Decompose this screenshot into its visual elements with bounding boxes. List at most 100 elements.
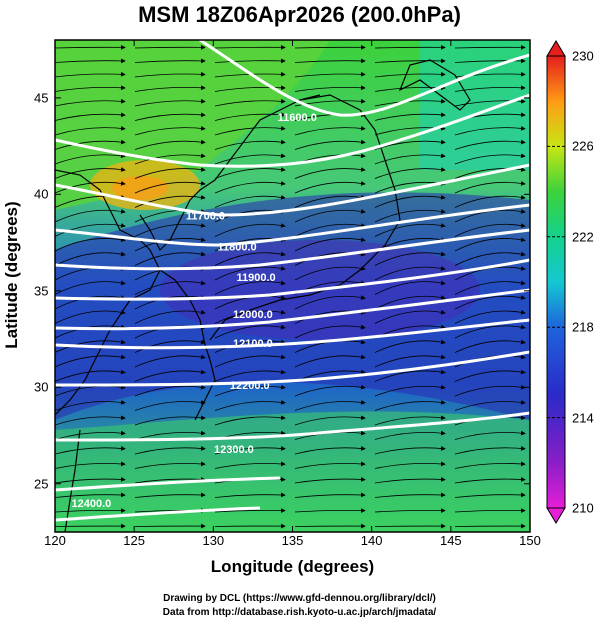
streamline xyxy=(214,112,286,121)
streamline xyxy=(214,415,286,426)
streamline xyxy=(134,139,206,150)
streamline xyxy=(55,354,126,368)
streamline xyxy=(454,399,526,411)
streamline xyxy=(134,58,206,64)
streamline xyxy=(214,85,286,92)
streamline xyxy=(374,112,446,121)
streamline xyxy=(55,180,126,194)
colorbar-tick-label: 210 xyxy=(572,500,594,516)
streamline xyxy=(294,266,366,281)
streamline xyxy=(55,415,126,426)
streamline xyxy=(55,430,126,440)
streamline xyxy=(214,125,286,136)
streamline xyxy=(55,309,126,324)
streamline xyxy=(374,508,446,513)
streamline xyxy=(134,44,206,50)
streamline xyxy=(214,461,286,469)
streamline xyxy=(454,85,526,92)
streamline xyxy=(214,58,286,64)
streamline xyxy=(454,237,526,252)
streamline xyxy=(454,324,526,339)
streamline xyxy=(454,430,526,440)
streamline xyxy=(294,180,366,194)
streamline xyxy=(374,280,446,295)
x-tick-label: 150 xyxy=(519,533,541,548)
streamline xyxy=(294,384,366,397)
streamline xyxy=(134,339,206,353)
colorbar xyxy=(546,40,566,524)
streamline xyxy=(55,153,126,165)
streamline xyxy=(454,251,526,266)
streamline xyxy=(454,71,526,78)
streamline xyxy=(55,280,126,295)
streamline xyxy=(55,492,126,498)
streamline xyxy=(134,71,206,78)
y-axis-label: Latitude (degrees) xyxy=(2,201,21,349)
warm-region-south xyxy=(55,411,530,532)
streamline xyxy=(374,430,446,440)
streamline xyxy=(294,461,366,469)
streamline xyxy=(134,194,206,208)
x-tick-label: 140 xyxy=(360,533,383,548)
streamline xyxy=(134,461,206,469)
streamline xyxy=(55,85,126,92)
streamline xyxy=(134,309,206,324)
streamline xyxy=(55,167,126,179)
streamline xyxy=(214,153,286,165)
streamline xyxy=(134,251,206,266)
streamline xyxy=(374,309,446,324)
contour-label: 12300.0 xyxy=(214,444,254,456)
contour-label: 11600.0 xyxy=(278,112,317,124)
streamline xyxy=(374,266,446,281)
streamline xyxy=(294,71,366,78)
streamline xyxy=(454,194,526,208)
streamline xyxy=(55,58,126,64)
streamline xyxy=(454,295,526,310)
streamline xyxy=(55,98,126,107)
streamline xyxy=(454,167,526,179)
streamline xyxy=(454,446,526,455)
streamline xyxy=(214,369,286,382)
y-tick-label: 35 xyxy=(34,283,49,299)
streamline xyxy=(294,125,366,136)
streamline xyxy=(454,98,526,107)
streamline xyxy=(55,339,126,353)
streamline xyxy=(454,508,526,513)
streamline xyxy=(214,251,286,266)
streamline xyxy=(294,85,366,92)
colorbar-tick-label: 218 xyxy=(572,319,594,335)
streamline xyxy=(55,508,126,513)
x-tick-label: 125 xyxy=(123,533,146,548)
x-axis-label: Longitude (degrees) xyxy=(210,557,375,576)
streamline xyxy=(214,280,286,295)
streamline xyxy=(294,324,366,339)
streamline xyxy=(134,125,206,136)
streamline xyxy=(214,446,286,455)
streamline xyxy=(454,44,526,50)
y-tick-label: 30 xyxy=(34,379,49,395)
streamline xyxy=(374,98,446,107)
warm-core xyxy=(112,176,168,200)
x-tick-label: 120 xyxy=(44,533,66,548)
streamline xyxy=(374,167,446,179)
streamline xyxy=(134,430,206,440)
streamline xyxy=(454,280,526,295)
streamline xyxy=(55,223,126,237)
streamline xyxy=(294,446,366,455)
streamline xyxy=(134,223,206,237)
streamline xyxy=(454,369,526,382)
streamline xyxy=(374,223,446,237)
streamline xyxy=(134,477,206,484)
streamline xyxy=(374,194,446,208)
streamline xyxy=(134,112,206,121)
streamline xyxy=(294,58,366,64)
colorbar-tick-label: 214 xyxy=(572,410,594,426)
colorbar-upper-triangle xyxy=(546,40,566,57)
streamline xyxy=(454,125,526,136)
streamline xyxy=(294,492,366,498)
streamline xyxy=(214,492,286,498)
streamline xyxy=(374,139,446,150)
streamline xyxy=(294,508,366,513)
streamline xyxy=(214,180,286,194)
streamline xyxy=(454,339,526,353)
